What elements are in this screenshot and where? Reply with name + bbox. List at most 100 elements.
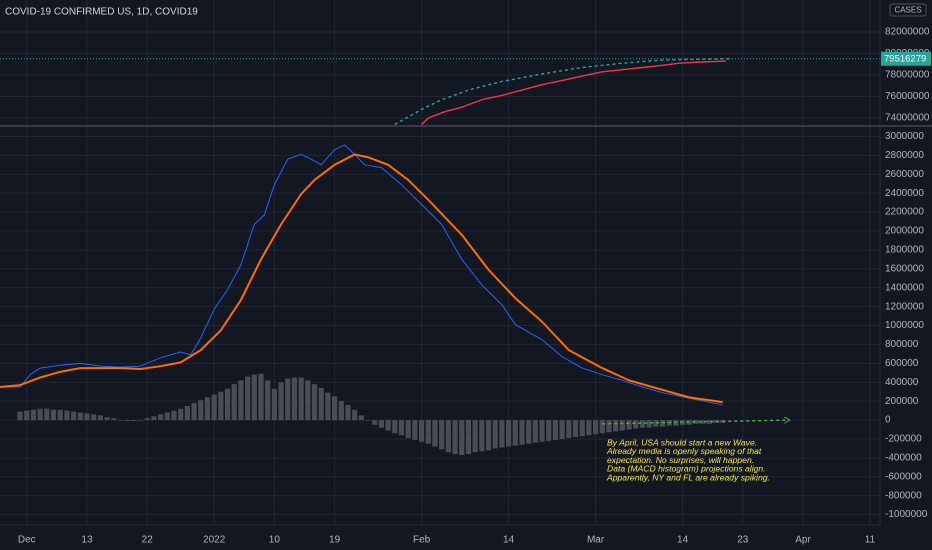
y-tick-label: 0 (885, 415, 891, 426)
histogram-bar (512, 420, 518, 446)
y-tick-label: 2400000 (885, 188, 924, 199)
histogram-bar (485, 420, 492, 451)
y-tick-label: 74000000 (885, 113, 930, 124)
histogram-bar (71, 411, 77, 421)
histogram-bar (24, 410, 30, 421)
histogram-bar (318, 387, 324, 421)
histogram-bar (278, 382, 284, 421)
histogram-bar (559, 420, 565, 439)
histogram-bar (57, 409, 63, 421)
histogram-bar (686, 420, 692, 425)
y-tick-label: 1800000 (885, 245, 924, 256)
histogram-bar (425, 420, 431, 444)
histogram-bar (151, 416, 157, 421)
histogram-bar (245, 376, 251, 421)
histogram-bar (37, 408, 43, 421)
histogram-bar (599, 420, 605, 434)
y-tick-label: 200000 (885, 396, 919, 407)
arrowhead (784, 416, 791, 424)
histogram-bar (191, 403, 197, 421)
x-tick-label: 11 (865, 535, 876, 546)
x-tick-label: 2022 (203, 535, 226, 546)
y-tick-label: 78000000 (885, 70, 930, 81)
histogram-bar (700, 420, 706, 424)
histogram-bar (338, 401, 344, 421)
histogram-bar (124, 420, 130, 422)
histogram-bar (164, 412, 170, 421)
y-tick-label: -800000 (885, 490, 922, 501)
histogram-bar (345, 404, 351, 421)
series-line (394, 58, 730, 126)
histogram-bar (50, 409, 57, 421)
histogram-bar (546, 420, 552, 441)
y-tick-label: -600000 (885, 471, 922, 482)
histogram-bar (713, 420, 719, 423)
annotation-line: expectation. No surprises, will happen. (607, 455, 754, 465)
x-tick-label: Apr (795, 535, 811, 546)
histogram-bar (30, 409, 37, 421)
histogram-bar (392, 420, 398, 434)
histogram-bar (619, 420, 625, 431)
y-tick-label: 2600000 (885, 169, 924, 180)
series-line (0, 144, 723, 406)
histogram-bar (352, 409, 358, 421)
histogram-bar (445, 420, 451, 453)
histogram-bar (432, 420, 438, 447)
histogram-bar (305, 380, 311, 421)
y-tick-label: 2800000 (885, 150, 924, 161)
x-tick-label: 13 (81, 535, 93, 546)
x-tick-label: 14 (677, 535, 689, 546)
histogram-bar (385, 420, 391, 431)
histogram-bar (372, 420, 378, 425)
histogram-bar (653, 420, 659, 427)
histogram-bar (218, 391, 224, 421)
histogram-bar (311, 384, 318, 421)
annotation-line: Apparently, NY and FL are already spikin… (606, 472, 770, 482)
y-tick-label: 600000 (885, 358, 919, 369)
histogram-bar (526, 420, 532, 444)
histogram-bar (539, 420, 545, 442)
y-tick-label: -400000 (885, 453, 922, 464)
x-tick-label: Feb (413, 535, 431, 546)
series-line (421, 60, 727, 125)
annotation-line: By April, USA should start a new Wave. (607, 437, 757, 447)
grid-layer (0, 0, 880, 525)
y-tick-label: 3000000 (885, 131, 924, 142)
histogram-bar (77, 412, 83, 421)
histogram-bar (64, 410, 70, 421)
histogram-bar (592, 420, 599, 435)
histogram-bar (211, 394, 217, 421)
histogram-bar (238, 380, 244, 421)
unit-badge (889, 3, 927, 17)
y-tick-label: 1600000 (885, 263, 924, 274)
histogram-bar (659, 420, 666, 427)
histogram-bar (405, 420, 411, 439)
histogram-bar (586, 420, 592, 436)
histogram-bar (17, 411, 23, 421)
histogram-bar (178, 408, 184, 421)
annotation-line: Already media is openly speaking of that (606, 446, 762, 456)
histogram-bar (131, 420, 137, 422)
histogram-bar (271, 388, 277, 421)
histogram-bar (332, 396, 338, 421)
histogram-bar (104, 417, 110, 421)
chart-title: COVID-19 CONFIRMED US, 1D, COVID19 (5, 7, 198, 18)
y-tick-label: 2200000 (885, 207, 924, 218)
histogram-bar (358, 415, 364, 421)
y-tick-label: 1200000 (885, 301, 924, 312)
histogram-bar (646, 420, 652, 428)
y-tick-label: 2000000 (885, 226, 924, 237)
histogram-bar (639, 420, 646, 428)
x-tick-label: Mar (587, 535, 605, 546)
histogram-bar (158, 414, 164, 421)
histogram-bar (378, 420, 385, 428)
histogram-bar (613, 420, 619, 432)
last-value-badge (881, 51, 931, 66)
x-tick-label: 10 (269, 535, 281, 546)
y-tick-label: 76000000 (885, 91, 930, 102)
histogram-bar (144, 418, 150, 421)
histogram-bar (97, 415, 103, 421)
histogram-bar (706, 420, 712, 424)
